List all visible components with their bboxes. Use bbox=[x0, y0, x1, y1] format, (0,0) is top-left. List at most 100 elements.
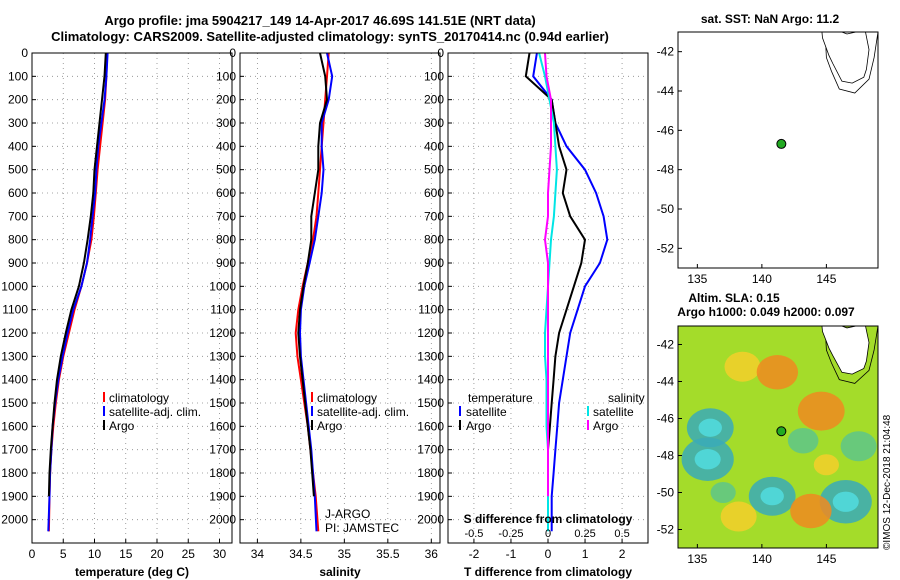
sla-map-xtick-label: 135 bbox=[687, 552, 707, 566]
temperature-ytick-label: 800 bbox=[8, 233, 28, 247]
salinity-ytick-label: 100 bbox=[216, 69, 236, 83]
salinity-xtick-label: 35.5 bbox=[376, 547, 400, 561]
salinity-ytick-label: 1000 bbox=[209, 279, 236, 293]
differences-ytick-label: 300 bbox=[424, 116, 444, 130]
sla-map-ytick-label: -52 bbox=[657, 523, 675, 537]
temperature-ytick-label: 600 bbox=[8, 186, 28, 200]
differences-xtick-label: -1 bbox=[506, 547, 517, 561]
salinity-xtick-label: 36 bbox=[425, 547, 439, 561]
differences-ytick-label: 1200 bbox=[417, 326, 444, 340]
differences-xtick-label: 2 bbox=[619, 547, 626, 561]
sla-map-ytick-label: -42 bbox=[657, 338, 675, 352]
sla-map-ytick-label: -44 bbox=[657, 375, 675, 389]
differences-ytick-label: 600 bbox=[424, 186, 444, 200]
sla-map-tasmania-outline bbox=[821, 326, 870, 375]
differences-ytick-label: 1000 bbox=[417, 279, 444, 293]
differences-xtick-label: -2 bbox=[469, 547, 480, 561]
sst-map-ytick-label: -50 bbox=[657, 202, 675, 216]
sst-map-xtick-label: 145 bbox=[816, 272, 836, 286]
sla-map-ytick-label: -50 bbox=[657, 486, 675, 500]
salinity-legend-label: Argo bbox=[317, 419, 343, 433]
differences-xlabel: T difference from climatology bbox=[464, 565, 632, 579]
temperature-ytick-label: 1000 bbox=[1, 279, 28, 293]
diff-legend-title-salinity: salinity bbox=[608, 391, 645, 405]
salinity-xtick-label: 34 bbox=[251, 547, 265, 561]
diff-legend-label: Argo bbox=[466, 419, 492, 433]
salinity-ytick-label: 400 bbox=[216, 139, 236, 153]
temperature-ytick-label: 400 bbox=[8, 139, 28, 153]
differences-ytick-label: 1400 bbox=[417, 373, 444, 387]
salinity-ytick-label: 1400 bbox=[209, 373, 236, 387]
sla-map-anomaly-core bbox=[698, 418, 722, 437]
salinity-ytick-label: 900 bbox=[216, 256, 236, 270]
sla-map-anomaly bbox=[840, 431, 877, 462]
salinity-ytick-label: 300 bbox=[216, 116, 236, 130]
salinity-ytick-label: 200 bbox=[216, 93, 236, 107]
sla-map-xtick-label: 140 bbox=[752, 552, 772, 566]
differences-ytick-label: 1800 bbox=[417, 466, 444, 480]
figure-title-line1: Argo profile: jma 5904217_149 14-Apr-201… bbox=[104, 13, 536, 28]
temperature-ytick-label: 2000 bbox=[1, 513, 28, 527]
differences-ytick-label: 1700 bbox=[417, 443, 444, 457]
sla-map-content bbox=[678, 326, 878, 548]
salinity-ytick-label: 1700 bbox=[209, 443, 236, 457]
temperature-xtick-label: 25 bbox=[182, 547, 196, 561]
sst-map-title: sat. SST: NaN Argo: 11.2 bbox=[701, 12, 840, 26]
salinity-annotation: PI: JAMSTEC bbox=[325, 521, 399, 535]
sla-map-title2: Argo h1000: 0.049 h2000: 0.097 bbox=[677, 305, 855, 319]
temperature-ytick-label: 1500 bbox=[1, 396, 28, 410]
salinity-ytick-label: 2000 bbox=[209, 513, 236, 527]
salinity-ytick-label: 1800 bbox=[209, 466, 236, 480]
salinity-legend-label: climatology bbox=[317, 391, 377, 405]
temperature-xtick-label: 15 bbox=[119, 547, 133, 561]
sla-map-anomaly-core bbox=[760, 487, 784, 506]
sla-map-anomaly bbox=[724, 351, 761, 382]
sla-map-xtick-label: 145 bbox=[816, 552, 836, 566]
temperature-ytick-label: 1900 bbox=[1, 489, 28, 503]
salinity-ytick-label: 0 bbox=[229, 46, 236, 60]
temperature-ytick-label: 300 bbox=[8, 116, 28, 130]
sla-map-title1: Altim. SLA: 0.15 bbox=[688, 291, 780, 305]
sst-map-xtick-label: 135 bbox=[687, 272, 707, 286]
salinity-plot-area bbox=[240, 53, 440, 543]
temperature-ytick-label: 1100 bbox=[2, 303, 28, 317]
temperature-ytick-label: 900 bbox=[8, 256, 28, 270]
temperature-legend-label: satellite-adj. clim. bbox=[109, 405, 201, 419]
temperature-xtick-label: 5 bbox=[60, 547, 67, 561]
temperature-legend-label: Argo bbox=[109, 419, 135, 433]
figure-title-line2: Climatology: CARS2009. Satellite-adjuste… bbox=[51, 29, 609, 44]
sst-map-content bbox=[678, 32, 878, 268]
temperature-ytick-label: 1800 bbox=[1, 466, 28, 480]
diff-legend-label: satellite bbox=[466, 405, 507, 419]
differences-series-1 bbox=[524, 52, 587, 497]
salinity-annotation: J-ARGO bbox=[325, 507, 370, 521]
temperature-xtick-label: 30 bbox=[213, 547, 227, 561]
differences-ytick-label: 200 bbox=[424, 93, 444, 107]
sla-map-anomaly bbox=[787, 427, 819, 454]
salinity-ytick-label: 500 bbox=[216, 163, 236, 177]
differences-series-0 bbox=[532, 52, 609, 532]
salinity-ytick-label: 1100 bbox=[210, 303, 236, 317]
differences-xtick-label: 0 bbox=[545, 547, 552, 561]
temperature-ytick-label: 700 bbox=[8, 209, 28, 223]
differences-xtick2-label: 0.25 bbox=[574, 528, 595, 540]
sla-map-ytick-label: -46 bbox=[657, 412, 675, 426]
sst-map-tasmania-outline bbox=[821, 32, 870, 84]
differences-ytick-label: 100 bbox=[424, 69, 444, 83]
temperature-ytick-label: 200 bbox=[8, 93, 28, 107]
temperature-ytick-label: 0 bbox=[21, 46, 28, 60]
temperature-legend-label: climatology bbox=[109, 391, 169, 405]
sla-map-anomaly bbox=[797, 391, 845, 431]
differences-ytick-label: 1100 bbox=[418, 303, 444, 317]
temperature-series-2 bbox=[47, 52, 107, 497]
sst-map-ytick-label: -52 bbox=[657, 241, 675, 255]
salinity-ytick-label: 1500 bbox=[209, 396, 236, 410]
diff-legend-label: satellite bbox=[593, 405, 634, 419]
sla-map-anomaly-core bbox=[694, 449, 721, 470]
sst-map-ytick-label: -46 bbox=[657, 123, 675, 137]
salinity-ytick-label: 1200 bbox=[209, 326, 236, 340]
temperature-ytick-label: 1400 bbox=[1, 373, 28, 387]
salinity-xtick-label: 34.5 bbox=[289, 547, 313, 561]
differences-ytick-label: 1300 bbox=[417, 349, 444, 363]
salinity-xtick-label: 35 bbox=[338, 547, 352, 561]
